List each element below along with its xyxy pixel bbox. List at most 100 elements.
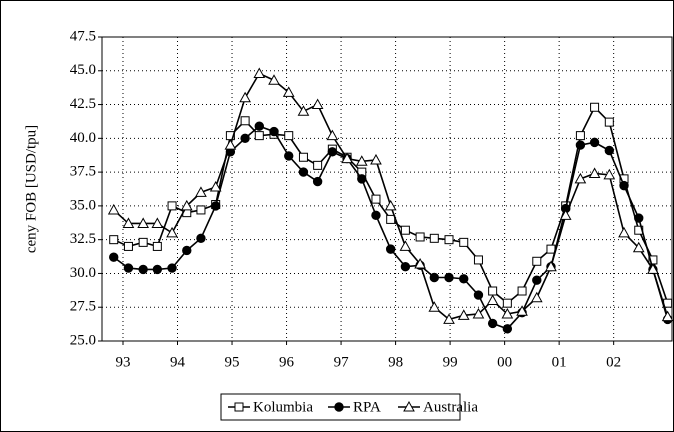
marker-triangle: [588, 167, 601, 178]
x-tick-label: 01: [552, 354, 567, 370]
marker-triangle: [403, 400, 415, 412]
marker-circle: [210, 201, 221, 211]
marker-square: [590, 102, 600, 112]
marker-circle: [123, 263, 134, 273]
marker-triangle: [545, 260, 557, 272]
marker-triangle: [530, 291, 543, 303]
legend-label: RPA: [353, 399, 381, 415]
marker-square: [371, 194, 381, 204]
marker-square: [138, 237, 148, 247]
marker-square: [502, 298, 512, 308]
marker-square: [429, 233, 439, 243]
marker-square: [254, 131, 264, 141]
marker-triangle: [326, 129, 339, 141]
marker-square: [240, 116, 250, 126]
marker-circle: [619, 180, 629, 191]
y-tick-label: 25.0: [70, 332, 96, 348]
marker-triangle: [297, 105, 310, 116]
legend-label: Australia: [423, 399, 478, 415]
x-tick-label: 97: [334, 354, 350, 370]
marker-circle: [487, 318, 498, 329]
marker-triangle: [472, 307, 485, 319]
x-tick-label: 93: [115, 354, 130, 370]
marker-triangle: [414, 257, 426, 269]
x-tick-label: 00: [497, 354, 512, 370]
marker-circle: [109, 252, 119, 262]
x-tick-label: 96: [279, 354, 295, 370]
marker-circle: [196, 233, 206, 244]
marker-square: [488, 286, 498, 296]
marker-square: [152, 241, 162, 251]
marker-triangle: [253, 67, 266, 78]
marker-triangle: [341, 152, 353, 164]
marker-triangle: [224, 139, 237, 150]
marker-circle: [385, 244, 396, 254]
y-tick-label: 35.0: [70, 197, 96, 213]
marker-triangle: [311, 98, 324, 110]
marker-circle: [604, 145, 615, 156]
marker-triangle: [457, 309, 470, 320]
marker-circle: [502, 324, 513, 334]
marker-triangle: [661, 310, 674, 322]
marker-circle: [575, 140, 586, 150]
x-tick-label: 95: [225, 354, 240, 370]
marker-circle: [182, 245, 192, 256]
marker-square: [517, 286, 527, 296]
marker-circle: [459, 274, 469, 284]
marker-square: [400, 225, 410, 235]
marker-square: [444, 235, 454, 245]
marker-triangle: [501, 307, 514, 319]
marker-triangle: [618, 226, 630, 238]
marker-triangle: [151, 217, 164, 228]
y-tick-label: 30.0: [70, 265, 96, 281]
marker-circle: [327, 147, 338, 157]
marker-triangle: [209, 180, 222, 192]
marker-triangle: [370, 153, 382, 165]
marker-circle: [444, 272, 454, 283]
marker-triangle: [268, 74, 280, 85]
marker-circle: [473, 290, 484, 300]
marker-circle: [269, 126, 279, 137]
marker-square: [298, 152, 308, 162]
marker-circle: [284, 151, 294, 161]
marker-triangle: [603, 168, 616, 180]
marker-square: [459, 237, 469, 247]
marker-square: [313, 160, 323, 170]
marker-triangle: [107, 203, 120, 215]
marker-triangle: [122, 217, 135, 228]
marker-triangle: [166, 226, 178, 238]
marker-circle: [634, 213, 644, 223]
marker-circle: [429, 272, 439, 283]
marker-triangle: [384, 199, 397, 211]
y-tick-label: 32.5: [70, 231, 96, 247]
marker-triangle: [647, 263, 659, 274]
marker-square: [473, 255, 483, 265]
marker-circle: [371, 210, 381, 221]
marker-circle: [254, 121, 264, 131]
x-tick-label: 94: [170, 354, 186, 370]
plot-area: [101, 36, 673, 342]
marker-triangle: [559, 209, 572, 220]
marker-triangle: [195, 186, 207, 197]
marker-circle: [298, 167, 309, 177]
marker-circle: [240, 133, 250, 144]
marker-triangle: [355, 155, 368, 166]
marker-square: [532, 256, 542, 266]
marker-square: [386, 214, 396, 224]
y-tick-label: 40.0: [70, 130, 96, 146]
marker-triangle: [282, 86, 295, 97]
marker-circle: [167, 263, 177, 273]
marker-square: [575, 131, 585, 141]
marker-triangle: [137, 217, 150, 228]
marker-square: [546, 244, 556, 254]
legend-label: Kolumbia: [253, 399, 313, 415]
marker-circle: [334, 402, 344, 412]
marker-triangle: [239, 91, 251, 103]
marker-triangle: [486, 294, 499, 305]
marker-square: [167, 201, 177, 211]
y-tick-label: 45.0: [70, 62, 96, 78]
y-tick-label: 42.5: [70, 96, 96, 112]
marker-triangle: [516, 305, 528, 316]
